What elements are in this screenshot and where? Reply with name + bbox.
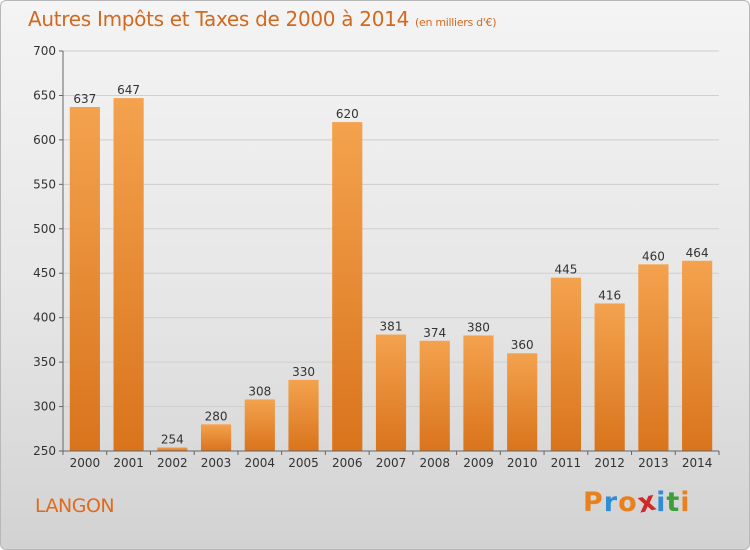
value-label: 308 [248, 384, 271, 398]
x-tick-label: 2004 [245, 456, 276, 470]
value-label: 464 [686, 246, 709, 260]
x-tick-label: 2014 [682, 456, 713, 470]
x-tick-label: 2008 [419, 456, 450, 470]
bar-2008 [419, 340, 450, 451]
value-label: 254 [161, 432, 184, 446]
y-tick-label: 300 [33, 400, 56, 414]
x-tick-label: 2011 [551, 456, 582, 470]
value-label: 416 [598, 288, 621, 302]
x-tick-label: 2007 [376, 456, 407, 470]
bars [69, 98, 713, 451]
logo-letter: o [618, 487, 638, 518]
value-label: 647 [117, 83, 140, 97]
bar-2002 [157, 447, 188, 451]
bar-2006 [332, 122, 363, 451]
logo-letter: i [656, 487, 667, 518]
x-tick-label: 2012 [594, 456, 625, 470]
y-tick-label: 600 [33, 133, 56, 147]
proxiti-logo[interactable]: Proxiti [583, 485, 691, 519]
bar-2005 [288, 379, 319, 451]
x-tick-label: 2006 [332, 456, 363, 470]
title-text: Autres Impôts et Taxes de 2000 à 2014 [28, 7, 409, 31]
logo-letter: t [666, 487, 681, 518]
x-tick-label: 2013 [638, 456, 669, 470]
y-tick-label: 700 [33, 44, 56, 58]
y-tick-label: 400 [33, 311, 56, 325]
value-label: 280 [205, 409, 228, 423]
x-tick-label: 2002 [157, 456, 188, 470]
x-tick-label: 2005 [288, 456, 319, 470]
bar-2010 [507, 353, 538, 451]
value-label: 330 [292, 365, 315, 379]
bar-2012 [594, 303, 625, 451]
chart-title: Autres Impôts et Taxes de 2000 à 2014 (en… [28, 7, 496, 31]
bar-2001 [113, 98, 144, 451]
logo-letter: r [603, 487, 619, 518]
bar-2009 [463, 335, 494, 451]
logo-letter: P [583, 487, 604, 518]
bar-2011 [550, 277, 582, 451]
bar-2014 [682, 260, 713, 451]
y-tick-label: 450 [33, 266, 56, 280]
value-label: 460 [642, 249, 665, 263]
y-tick-label: 350 [33, 355, 56, 369]
x-tick-label: 2000 [70, 456, 101, 470]
y-axis: 250 300 350 400 450 500 550 600 650 700 [33, 44, 64, 458]
bar-2003 [200, 424, 232, 451]
bar-2007 [375, 334, 407, 451]
town-name: LANGON [35, 495, 115, 517]
y-tick-label: 650 [33, 88, 56, 102]
bar-2013 [638, 264, 669, 451]
y-tick-label: 550 [33, 177, 56, 191]
x-tick-label: 2001 [113, 456, 144, 470]
x-tick-label: 2010 [507, 456, 538, 470]
x-tick-label: 2009 [463, 456, 494, 470]
value-label: 360 [511, 338, 534, 352]
bar-2000 [69, 107, 100, 451]
x-axis: 2000 2001 2002 2003 2004 2005 2006 2007 2008 2009… [62, 450, 720, 470]
bar-2004 [244, 399, 275, 451]
value-label: 381 [380, 320, 403, 334]
logo-letter: i [680, 487, 691, 518]
value-label: 374 [423, 326, 446, 340]
y-tick-label: 500 [33, 222, 56, 236]
y-tick-label: 250 [33, 444, 56, 458]
x-tick-label: 2003 [201, 456, 232, 470]
value-label: 620 [336, 107, 359, 121]
value-labels: 637 647 254 280 308 330 620 381 374 380 360 445 416 4… [73, 83, 708, 446]
value-label: 380 [467, 320, 490, 334]
value-label: 445 [554, 263, 577, 277]
unit-label: (en milliers d'€) [415, 16, 497, 29]
value-label: 637 [73, 92, 96, 106]
